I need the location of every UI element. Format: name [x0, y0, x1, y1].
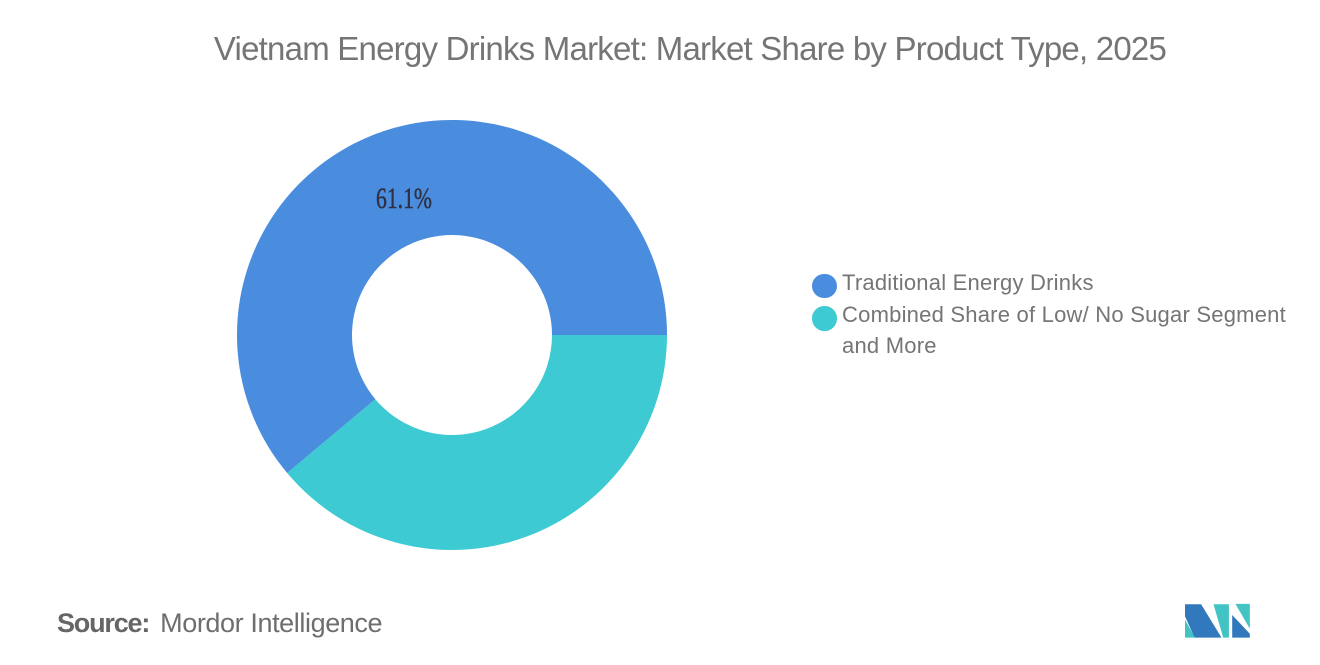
svg-text:61.1%: 61.1%: [376, 183, 432, 215]
